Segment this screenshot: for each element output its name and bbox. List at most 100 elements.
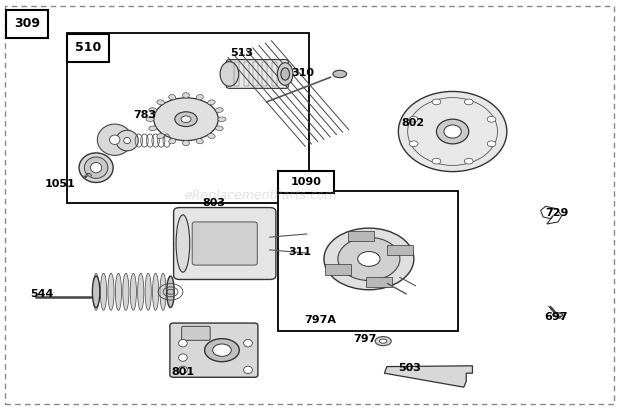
Ellipse shape: [157, 134, 164, 139]
Ellipse shape: [324, 228, 414, 290]
Ellipse shape: [218, 117, 226, 122]
Circle shape: [175, 112, 197, 127]
Ellipse shape: [79, 153, 113, 182]
Ellipse shape: [215, 126, 223, 131]
Ellipse shape: [338, 237, 400, 281]
Ellipse shape: [444, 125, 461, 138]
Text: 797: 797: [353, 334, 377, 344]
Text: 513: 513: [230, 48, 254, 58]
Ellipse shape: [169, 139, 175, 144]
Bar: [388, 245, 414, 255]
Ellipse shape: [215, 108, 223, 112]
Ellipse shape: [553, 313, 563, 317]
Ellipse shape: [197, 95, 203, 100]
Ellipse shape: [244, 339, 252, 347]
Ellipse shape: [130, 273, 136, 310]
Ellipse shape: [100, 273, 107, 310]
Bar: [67, 33, 309, 203]
Text: 503: 503: [398, 363, 420, 372]
FancyBboxPatch shape: [182, 326, 210, 340]
Text: 309: 309: [14, 17, 40, 30]
Ellipse shape: [169, 95, 175, 100]
Circle shape: [409, 116, 418, 122]
Ellipse shape: [84, 157, 108, 178]
Bar: [326, 264, 352, 275]
Text: 802: 802: [402, 118, 425, 128]
Ellipse shape: [146, 117, 154, 122]
Ellipse shape: [145, 273, 151, 310]
Ellipse shape: [124, 137, 130, 143]
Bar: [278, 171, 334, 193]
Bar: [278, 191, 458, 331]
Circle shape: [358, 252, 380, 266]
Ellipse shape: [138, 273, 144, 310]
Ellipse shape: [92, 276, 100, 307]
Text: 801: 801: [171, 367, 195, 376]
Text: 783: 783: [133, 110, 156, 120]
Ellipse shape: [182, 141, 190, 146]
Circle shape: [181, 116, 191, 122]
Ellipse shape: [160, 273, 166, 310]
Ellipse shape: [208, 100, 215, 105]
Bar: [234, 62, 239, 86]
Bar: [348, 231, 374, 241]
Circle shape: [154, 98, 218, 141]
Ellipse shape: [375, 337, 391, 346]
Text: 697: 697: [544, 312, 568, 322]
Ellipse shape: [167, 276, 174, 307]
Text: 1051: 1051: [45, 179, 76, 189]
Ellipse shape: [398, 91, 507, 171]
Ellipse shape: [281, 68, 290, 80]
Bar: [272, 62, 277, 86]
Ellipse shape: [208, 134, 215, 139]
Ellipse shape: [149, 108, 157, 112]
Text: 310: 310: [291, 68, 314, 78]
Ellipse shape: [91, 163, 102, 173]
Ellipse shape: [333, 70, 347, 78]
Ellipse shape: [97, 124, 132, 155]
Text: 803: 803: [202, 198, 226, 208]
FancyBboxPatch shape: [174, 208, 276, 279]
Circle shape: [205, 339, 239, 362]
Bar: [6, 10, 48, 38]
Polygon shape: [384, 366, 472, 387]
Circle shape: [432, 99, 441, 105]
Ellipse shape: [182, 93, 190, 98]
Ellipse shape: [197, 139, 203, 144]
Ellipse shape: [176, 215, 190, 272]
Bar: [253, 62, 258, 86]
Ellipse shape: [149, 126, 157, 131]
Ellipse shape: [179, 366, 187, 374]
FancyBboxPatch shape: [192, 222, 257, 265]
Ellipse shape: [157, 100, 164, 105]
Text: 729: 729: [546, 208, 569, 218]
Ellipse shape: [278, 62, 293, 85]
Text: 510: 510: [75, 41, 101, 54]
Text: 544: 544: [30, 289, 53, 299]
Ellipse shape: [436, 119, 469, 144]
Ellipse shape: [93, 273, 99, 310]
FancyBboxPatch shape: [170, 323, 258, 377]
Circle shape: [464, 99, 473, 105]
FancyBboxPatch shape: [226, 60, 288, 88]
Circle shape: [487, 141, 496, 147]
Bar: [244, 62, 249, 86]
Text: 311: 311: [288, 247, 311, 256]
Text: ↶: ↶: [83, 172, 92, 182]
Bar: [262, 62, 267, 86]
Ellipse shape: [153, 273, 159, 310]
Circle shape: [213, 344, 231, 356]
Bar: [366, 277, 392, 287]
Ellipse shape: [179, 339, 187, 347]
Ellipse shape: [123, 273, 129, 310]
Text: eReplacementParts.com: eReplacementParts.com: [184, 189, 337, 202]
Ellipse shape: [244, 366, 252, 374]
Circle shape: [464, 158, 473, 164]
Ellipse shape: [116, 130, 138, 151]
Ellipse shape: [108, 273, 114, 310]
Ellipse shape: [220, 62, 239, 86]
Ellipse shape: [115, 273, 122, 310]
Bar: [67, 34, 109, 62]
Circle shape: [432, 158, 441, 164]
Ellipse shape: [110, 135, 120, 144]
